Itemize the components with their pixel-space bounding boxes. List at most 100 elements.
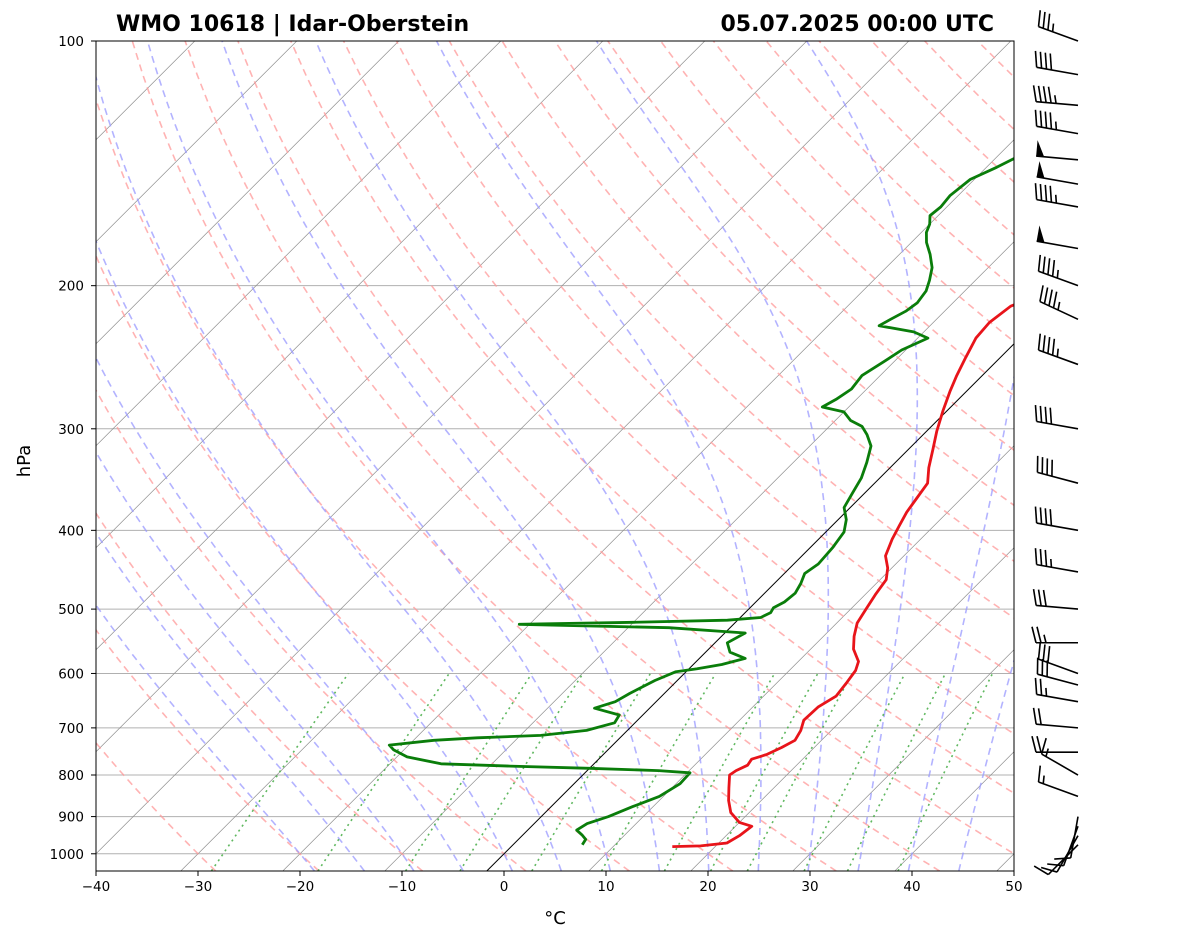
mixing-ratio-line [317, 673, 450, 871]
moist-adiabat [96, 74, 563, 871]
dry-adiabat [924, 41, 1014, 131]
barb-staff [1038, 658, 1079, 675]
barb-half-flag [1054, 194, 1058, 204]
barb-flag [1039, 110, 1043, 128]
chart-title-station: WMO 10618 | Idar-Oberstein [116, 12, 469, 37]
moist-adiabat [96, 531, 366, 871]
chart-title-datetime: 05.07.2025 00:00 UTC [720, 12, 994, 37]
dry-adiabat [96, 511, 424, 871]
barb-pennant [1036, 161, 1045, 179]
mixing-ratio-line [459, 673, 584, 871]
barb-flag [1039, 405, 1043, 423]
mixing-ratio-line [210, 673, 350, 871]
dry-adiabat [871, 41, 1014, 184]
wind-barb [1034, 183, 1079, 208]
dry-adiabat [501, 41, 1014, 563]
dry-adiabat [1030, 41, 1181, 871]
dry-adiabat [96, 254, 630, 871]
barb-half-flag [1056, 348, 1059, 357]
y-tick-label: 900 [58, 810, 84, 826]
wind-barb [1040, 737, 1079, 776]
x-tick-label: 30 [801, 879, 818, 895]
barb-flag [1047, 86, 1052, 104]
mixing-ratio-line [746, 673, 853, 871]
barb-flag [1039, 678, 1043, 696]
moist-adiabat [96, 356, 464, 871]
wind-barb [1034, 404, 1079, 430]
barb-flag [1037, 10, 1042, 27]
barb-flag [1037, 708, 1042, 725]
y-axis: 100 200 300 400 500 600 700 800 900 1000 [50, 34, 96, 863]
barb-pennant [1036, 140, 1045, 157]
barb-flag [1032, 707, 1037, 725]
barb-flag [1031, 736, 1037, 753]
x-tick-label: −10 [388, 879, 417, 895]
barb-flag [1052, 291, 1058, 309]
y-tick-label: 600 [58, 666, 84, 682]
barb-staff [1038, 349, 1079, 366]
wind-barb [1037, 642, 1079, 675]
y-tick-label: 100 [58, 34, 84, 50]
barb-staff [1036, 693, 1079, 703]
wind-barb [1039, 285, 1079, 321]
plot-frame [95, 40, 1015, 872]
dry-adiabat [659, 41, 1014, 397]
barb-flag [1042, 589, 1047, 607]
isotherm--30 [180, 41, 1012, 871]
x-tick-label: −40 [82, 879, 111, 895]
y-tick-label: 700 [58, 721, 84, 737]
isotherm-20 [690, 547, 1014, 871]
moist-adiabat [805, 41, 919, 871]
barb-half-flag [1043, 634, 1047, 643]
barb-flag [1044, 549, 1048, 567]
barb-staff [1038, 781, 1079, 798]
barb-staff [1036, 66, 1079, 76]
wind-barb [1037, 10, 1079, 42]
barb-flag [1034, 404, 1038, 422]
barb-flag [1036, 626, 1042, 643]
barb-staff [1036, 125, 1079, 135]
x-axis-label: °C [544, 908, 566, 929]
barb-half-flag [1057, 301, 1061, 311]
barb-flag [1037, 85, 1042, 103]
barb-staff [1036, 100, 1079, 107]
barb-flag [1033, 865, 1049, 876]
isotherm--20 [282, 139, 1014, 871]
wind-barb [1036, 140, 1079, 161]
barb-staff [1038, 25, 1079, 42]
y-tick-label: 300 [58, 422, 84, 438]
barb-staff [1037, 471, 1079, 484]
barb-flag [1047, 258, 1051, 275]
barb-flag [1049, 509, 1053, 526]
wind-barb [1054, 816, 1079, 860]
isotherm--40 [96, 41, 910, 855]
x-tick-label: 0 [500, 879, 509, 895]
isotherm-10 [588, 445, 1014, 871]
chart-background-lines [96, 41, 1181, 871]
wind-barb [1036, 225, 1079, 250]
barb-staff [1037, 673, 1079, 686]
dry-adiabat [96, 96, 734, 871]
barb-flag [1040, 866, 1058, 873]
barb-flag [1037, 254, 1042, 272]
barb-flag [1043, 287, 1049, 304]
dry-adiabat [96, 628, 320, 871]
barb-staff [1036, 155, 1079, 161]
y-tick-label: 200 [58, 279, 84, 295]
barb-flag [1054, 857, 1071, 860]
x-tick-label: −20 [286, 879, 315, 895]
barb-flag [1044, 184, 1048, 202]
barb-flag [1034, 677, 1038, 695]
mixing-ratio-line [663, 673, 776, 871]
barb-flag [1037, 589, 1042, 607]
barb-staff [1047, 844, 1079, 876]
wind-barb [1031, 736, 1078, 754]
wind-barb [1031, 626, 1078, 644]
mixing-ratio-line [803, 673, 906, 871]
dry-adiabat [977, 41, 1014, 79]
barb-flag [1049, 112, 1053, 129]
mixing-ratio-line [531, 673, 652, 871]
barb-staff [1036, 563, 1079, 573]
barb-staff [1036, 522, 1079, 532]
